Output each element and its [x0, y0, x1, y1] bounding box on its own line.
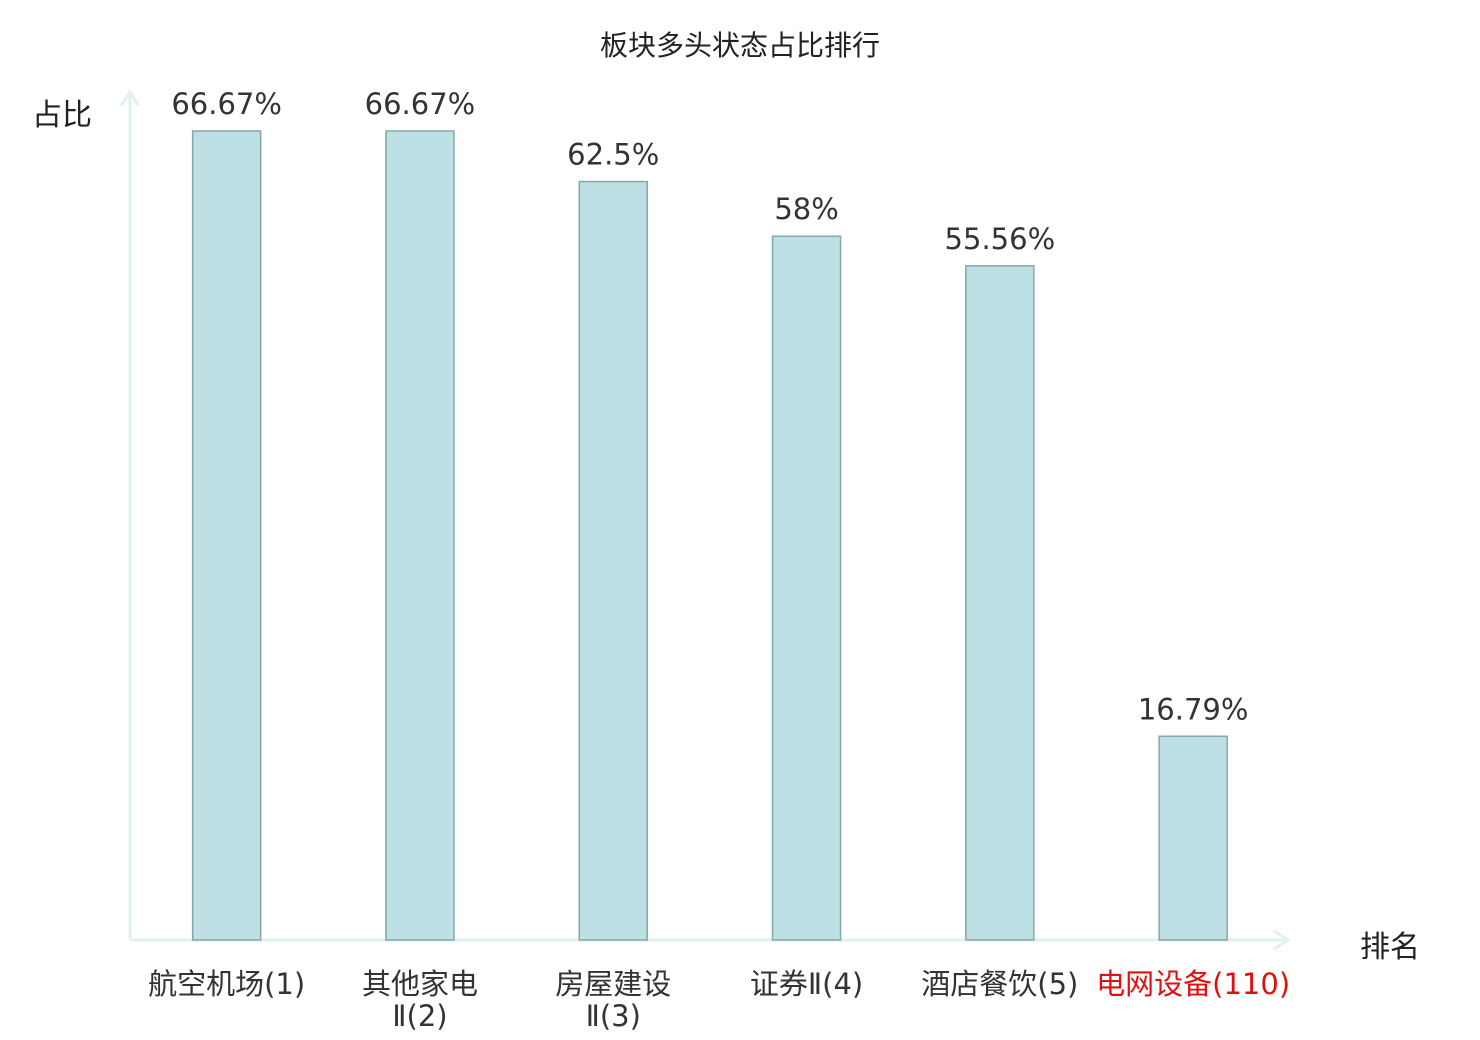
data-label: 55.56% — [945, 222, 1056, 256]
x-tick-label: 证券Ⅱ(4) — [750, 967, 863, 1001]
bar — [578, 180, 648, 941]
x-axis-label: 排名 — [1360, 930, 1420, 965]
y-axis-label: 占比 — [32, 98, 92, 133]
bar — [771, 235, 842, 941]
x-tick-label-rank: Ⅱ(3) — [586, 999, 641, 1033]
bar — [385, 130, 455, 941]
y-axis-arrow — [119, 89, 141, 107]
data-label: 16.79% — [1138, 692, 1249, 726]
bar — [191, 130, 262, 941]
x-tick-label: 酒店餐饮(5) — [921, 967, 1078, 1001]
x-tick-label-rank: Ⅱ(2) — [392, 999, 447, 1033]
x-axis-arrow — [1273, 929, 1291, 951]
bar — [965, 265, 1035, 941]
data-label: 58% — [774, 192, 838, 226]
chart-title: 板块多头状态占比排行 — [599, 29, 880, 62]
x-tick-label: 其他家电 — [362, 967, 478, 1001]
data-label: 62.5% — [567, 138, 659, 172]
data-label: 66.67% — [365, 87, 476, 121]
x-tick-label: 航空机场(1) — [148, 967, 305, 1001]
x-tick-label: 电网设备(110) — [1096, 967, 1290, 1001]
bar — [1158, 735, 1228, 941]
x-tick-label: 房屋建设 — [555, 967, 671, 1001]
data-label: 66.67% — [171, 87, 282, 121]
